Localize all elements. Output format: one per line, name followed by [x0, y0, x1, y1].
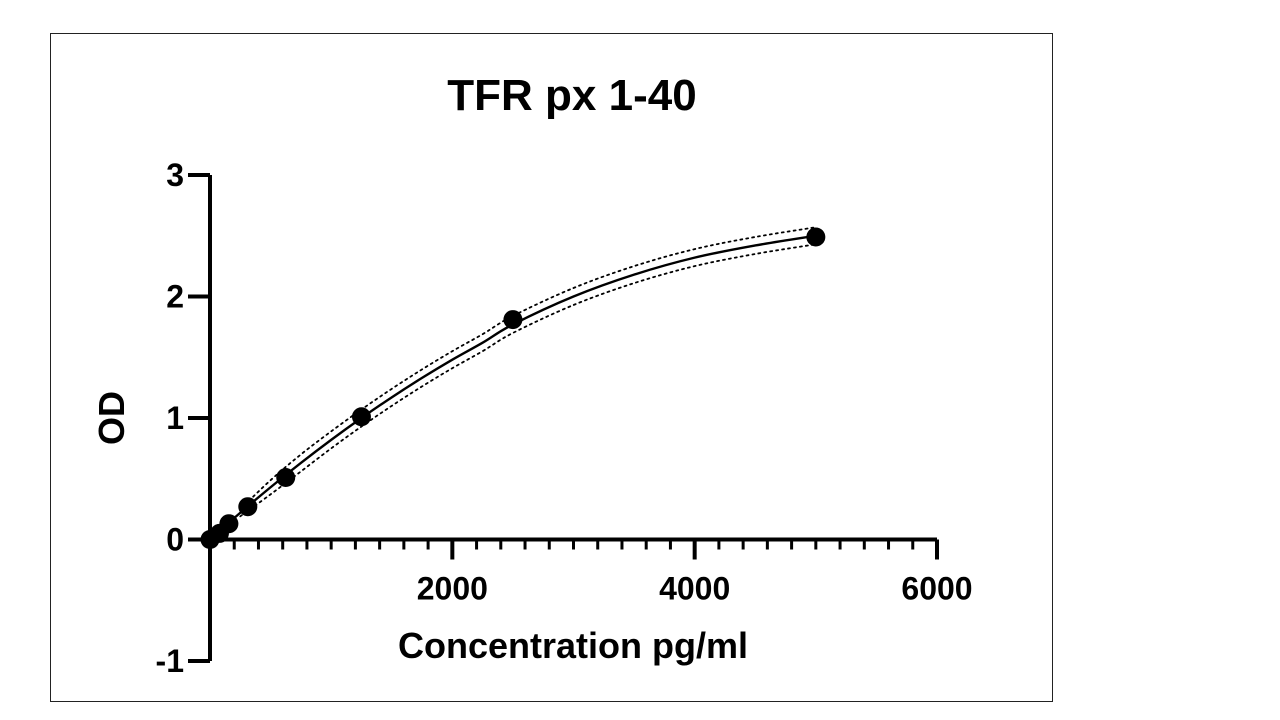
y-axis-label: OD — [91, 391, 132, 445]
data-point — [276, 468, 296, 488]
chart-title: TFR px 1-40 — [447, 71, 696, 120]
y-tick-label: -1 — [156, 643, 184, 679]
data-point — [238, 497, 258, 517]
axes: -1 0 1 2 3 2000 4000 6000 — [156, 157, 973, 679]
data-point — [806, 227, 826, 247]
y-tick-label: 0 — [166, 522, 184, 558]
y-tick-label: 1 — [166, 400, 184, 436]
x-tick-label: 2000 — [417, 571, 488, 607]
confidence-band-upper — [239, 226, 817, 511]
data-points — [200, 227, 826, 549]
data-point — [503, 310, 523, 330]
x-tick-label: 4000 — [659, 571, 730, 607]
fit-curve — [209, 234, 817, 541]
confidence-band — [239, 226, 817, 518]
y-tick-label: 2 — [166, 279, 184, 315]
data-point — [351, 407, 371, 427]
data-point — [219, 514, 239, 534]
fit-curve-layer — [209, 234, 817, 541]
x-axis-label: Concentration pg/ml — [398, 625, 748, 666]
y-tick-label: 3 — [166, 157, 184, 193]
x-tick-label: 6000 — [901, 571, 972, 607]
confidence-band-lower — [239, 243, 817, 518]
chart-frame — [50, 33, 1053, 702]
